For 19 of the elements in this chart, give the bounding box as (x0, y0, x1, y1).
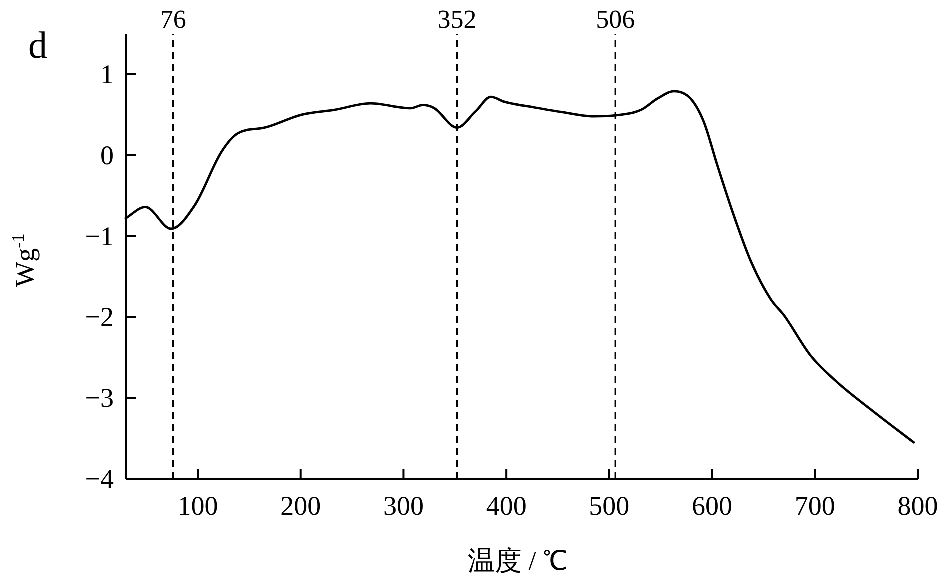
ref-line-label: 352 (438, 5, 477, 34)
y-tick-label: −3 (85, 383, 114, 414)
x-tick-label: 200 (280, 491, 322, 521)
ref-line-label: 76 (160, 5, 186, 34)
x-tick-label: 100 (178, 491, 218, 521)
ref-line-label: 506 (596, 5, 636, 34)
y-tick-label: −2 (85, 302, 114, 332)
x-tick-label: 400 (486, 491, 527, 521)
chart-title: d (28, 25, 48, 67)
y-tick-label: −4 (85, 464, 114, 494)
y-tick-label: −1 (85, 221, 114, 252)
x-axis-title: 温度 / ℃ (468, 546, 568, 576)
x-tick-label: 300 (383, 491, 424, 521)
x-tick-label: 700 (794, 491, 836, 521)
x-tick-label: 600 (692, 491, 733, 521)
x-tick-label: 500 (589, 491, 630, 521)
x-tick-label: 800 (898, 491, 938, 521)
y-tick-label: 1 (100, 59, 114, 90)
y-tick-label: 0 (100, 140, 114, 170)
